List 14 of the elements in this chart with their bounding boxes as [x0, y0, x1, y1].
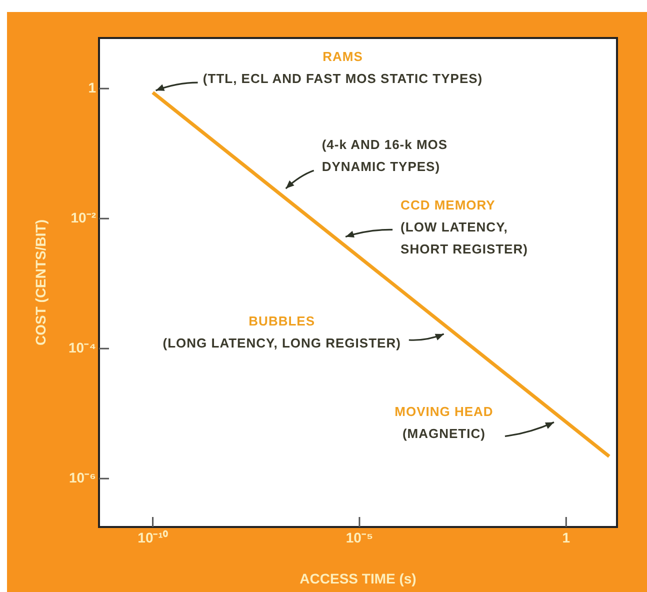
y-tick-label: 10⁻² [70, 209, 96, 226]
y-tick-label: 10⁻⁴ [68, 339, 96, 356]
y-axis-title: COST (CENTS/BIT) [32, 220, 48, 346]
annotation: RAMS (TTL, ECL AND FAST MOS STATIC TYPES) [202, 49, 483, 86]
annotation: CCD MEMORY (LOW LATENCY, SHORT REGISTER) [400, 197, 528, 256]
x-tick-label: 10⁻⁵ [346, 529, 374, 546]
annotation: BUBBLES (LONG LATENCY, LONG REGISTER) [162, 314, 401, 351]
annotation: (4-k AND 16-k MOS DYNAMIC TYPES) [322, 137, 448, 174]
y-tick-label: 10⁻⁶ [68, 469, 96, 486]
x-tick-label: 1 [562, 529, 570, 546]
x-tick-label: 10⁻¹⁰ [138, 529, 168, 546]
annotation: MOVING HEAD (MAGNETIC) [394, 404, 494, 441]
y-tick-label: 1 [88, 79, 96, 96]
x-axis-title: ACCESS TIME (s) [300, 570, 416, 586]
